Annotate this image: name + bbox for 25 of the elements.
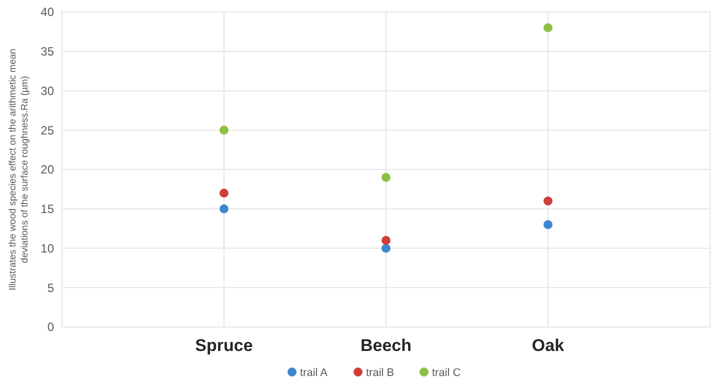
y-axis-title: Illustrates the wood species effect on the arithmetic mean deviations of the surface roughness.Ra (µm) xyxy=(7,48,30,290)
x-tick-label: Spruce xyxy=(195,336,253,355)
y-tick-label: 0 xyxy=(47,320,54,334)
legend-label: trail C xyxy=(432,366,461,379)
y-tick-label: 20 xyxy=(40,162,54,177)
legend-label: trail A xyxy=(300,366,328,379)
point xyxy=(544,220,552,230)
y-tick-label: 25 xyxy=(40,123,54,138)
point xyxy=(544,196,552,206)
point xyxy=(220,204,228,214)
y-tick-label: 40 xyxy=(40,5,54,20)
point xyxy=(382,172,390,182)
point xyxy=(544,23,552,32)
y-tick-label: 30 xyxy=(40,84,54,98)
point xyxy=(220,188,228,198)
x-tick-label: Beech xyxy=(360,336,412,355)
x-tick-label: Oak xyxy=(532,336,565,355)
point xyxy=(382,244,390,253)
y-tick-label: 15 xyxy=(40,202,54,216)
y-tick-label: 35 xyxy=(40,44,54,59)
legend-label: trail B xyxy=(366,366,394,379)
point xyxy=(220,126,228,135)
point xyxy=(382,236,390,245)
y-tick-label: 10 xyxy=(40,241,54,256)
y-tick-label: 5 xyxy=(47,280,54,295)
